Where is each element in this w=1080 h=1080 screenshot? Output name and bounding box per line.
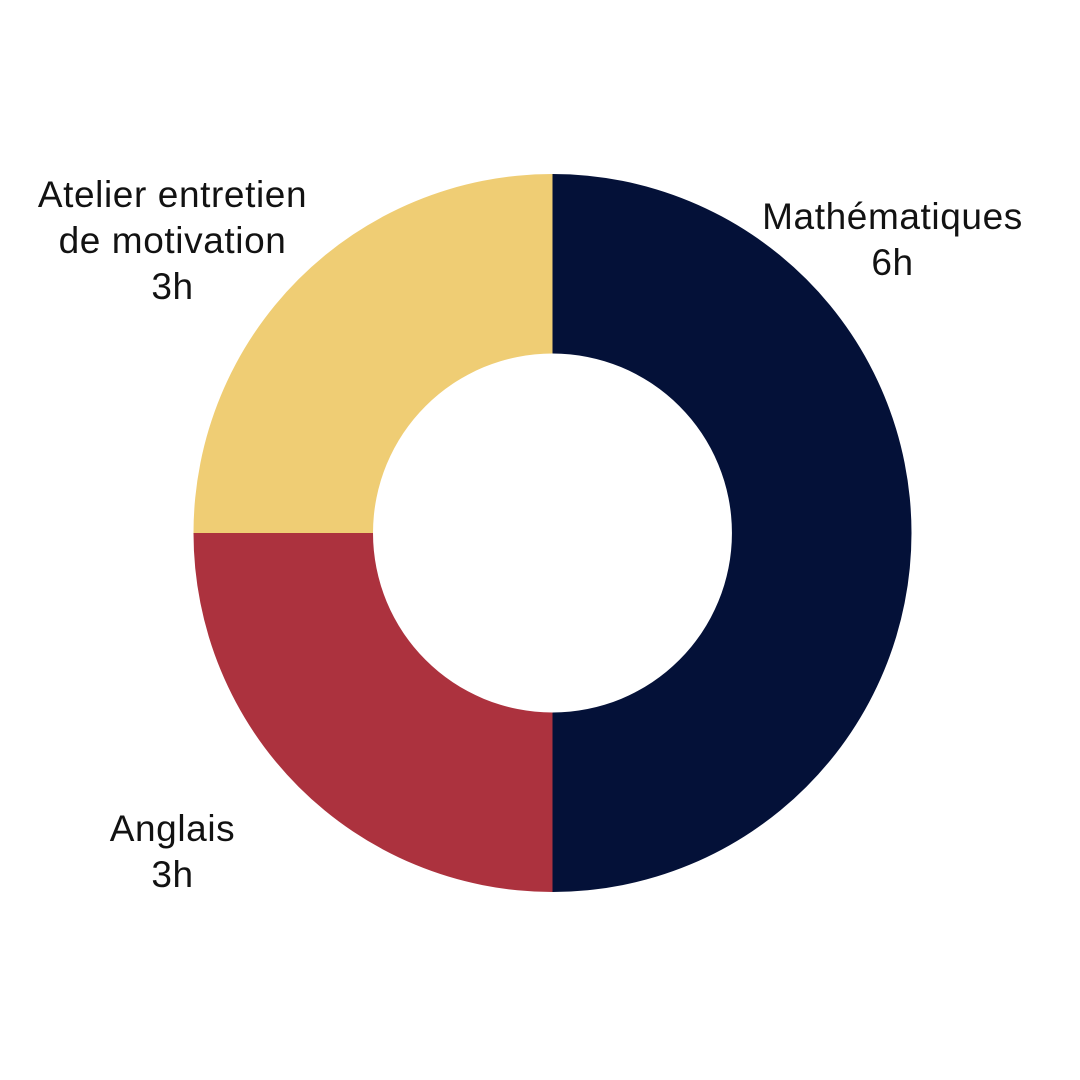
segment-label-line: Atelier entretien [37,174,308,215]
donut-segment-atelier-entretien-de-motivation [193,174,553,533]
segment-hours: 3h [151,854,194,895]
segment-label-line: Anglais [109,808,236,849]
segment-label-anglais: Anglais 3h [0,806,345,898]
donut-segment-math-matiques [552,174,912,892]
segment-hours: 6h [871,242,914,283]
segment-label-line: Mathématiques [762,196,1023,237]
segment-label-atelier-entretien: Atelier entretien de motivation 3h [0,172,345,310]
segment-label-line: de motivation [58,220,287,261]
segment-label-mathematiques: Mathématiques 6h [740,194,1045,286]
donut-segment-anglais [193,533,553,892]
segment-hours: 3h [151,266,194,307]
